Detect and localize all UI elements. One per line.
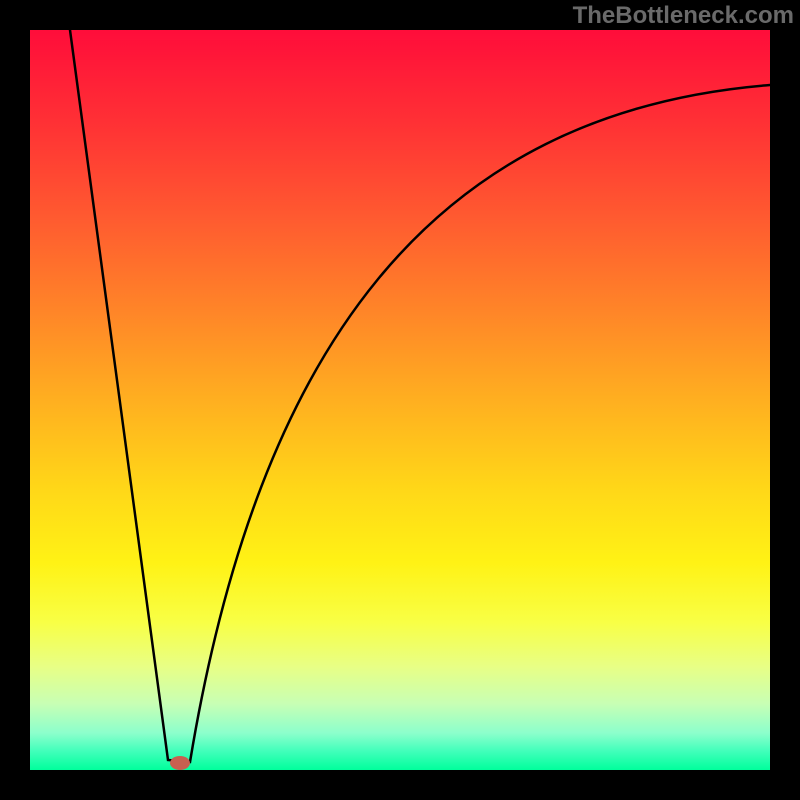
bottleneck-chart: TheBottleneck.com [0,0,800,800]
chart-svg [0,0,800,800]
optimum-marker [170,756,190,770]
plot-area [30,30,770,770]
